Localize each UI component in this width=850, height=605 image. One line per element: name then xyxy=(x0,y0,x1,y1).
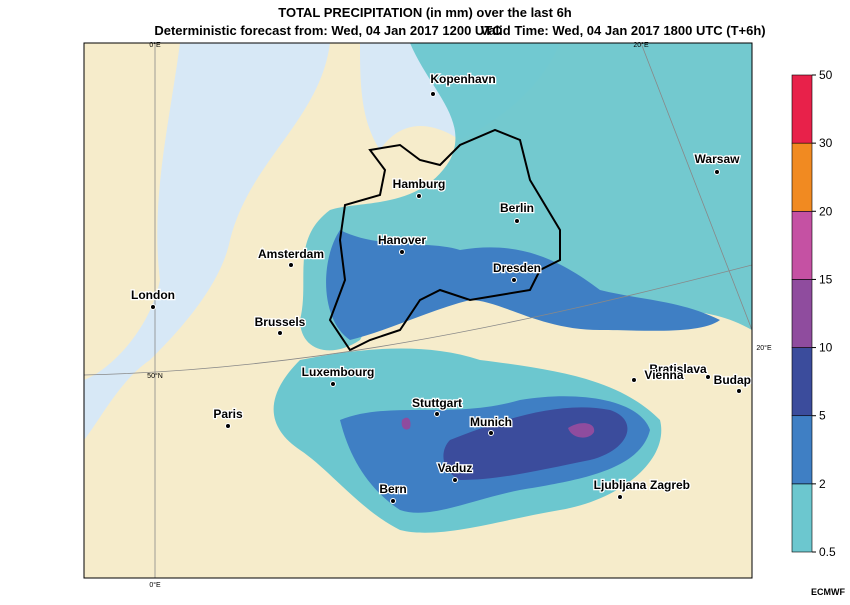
colorbar-tick-label: 10 xyxy=(819,341,833,355)
colorbar: 0.5 2 5 10 15 20 30 50 xyxy=(791,68,836,559)
city-dot xyxy=(514,218,520,224)
city-label: Berlin xyxy=(500,201,534,215)
city-label: Luxembourg xyxy=(302,365,375,379)
colorbar-tick-label: 15 xyxy=(819,272,833,286)
city-dot xyxy=(452,477,458,483)
colorbar-segment xyxy=(791,142,813,212)
graticule-label: 0°E xyxy=(149,41,161,49)
city-label: London xyxy=(131,288,175,302)
title: TOTAL PRECIPITATION (in mm) over the las… xyxy=(278,5,572,20)
city-label: Vienna xyxy=(644,368,683,382)
city-dot xyxy=(714,169,720,175)
city-label: Zagreb xyxy=(650,478,690,492)
colorbar-tick-label: 2 xyxy=(819,477,826,491)
city-label: Dresden xyxy=(493,261,541,275)
city-dot xyxy=(705,374,711,380)
precip-moderate xyxy=(326,230,720,340)
city-label: Budapest xyxy=(714,373,769,387)
city-label: Amsterdam xyxy=(258,247,324,261)
city-dot xyxy=(399,249,405,255)
city-label: Kopenhavn xyxy=(430,72,495,86)
britain xyxy=(84,43,180,380)
graticule-label: 20°E xyxy=(756,344,772,352)
city-label: Bern xyxy=(379,482,406,496)
city-label: Brussels xyxy=(255,315,306,329)
colorbar-tick-label: 5 xyxy=(819,409,826,423)
colorbar-segment xyxy=(791,347,813,417)
germany-border xyxy=(328,128,561,352)
city-dot xyxy=(288,262,294,268)
city-dot xyxy=(617,494,623,500)
city-dot xyxy=(150,304,156,310)
forecast-time: Deterministic forecast from: Wed, 04 Jan… xyxy=(154,23,502,38)
city-dot xyxy=(390,498,396,504)
city-label: Ljubljana xyxy=(594,478,647,492)
city-dot xyxy=(430,91,436,97)
city-label: Hanover xyxy=(378,233,426,247)
city-dot xyxy=(416,193,422,199)
city-dot xyxy=(736,388,742,394)
city-dot xyxy=(488,430,494,436)
city-dot xyxy=(330,381,336,387)
city-label: Warsaw xyxy=(695,152,741,166)
colorbar-segment xyxy=(791,74,813,144)
city-label: Hamburg xyxy=(393,177,446,191)
city-label: Paris xyxy=(213,407,243,421)
cities: Kopenhavn Hamburg Berlin Warsaw Hanover Amste… xyxy=(130,71,769,504)
valid-time: Valid Time: Wed, 04 Jan 2017 1800 UTC (T… xyxy=(480,23,765,38)
city-dot xyxy=(225,423,231,429)
map-frame xyxy=(83,42,753,579)
credit: ECMWF xyxy=(811,587,845,597)
colorbar-segment xyxy=(791,279,813,348)
city-label: Vaduz xyxy=(438,461,473,475)
city-label: Stuttgart xyxy=(412,396,462,410)
colorbar-tick-label: 30 xyxy=(819,136,833,150)
city-dot xyxy=(277,330,283,336)
graticule-line xyxy=(640,43,752,331)
graticule-line xyxy=(84,264,752,376)
graticule-label: 20°E xyxy=(633,41,649,49)
city-dot xyxy=(631,377,637,383)
graticule-labels: 0°E 20°E 50°N 20°E 0°E xyxy=(147,41,772,589)
graticule-label: 0°E xyxy=(149,581,161,589)
precip-very-heavy xyxy=(401,417,411,430)
city-label: Munich xyxy=(470,415,512,429)
city-dot xyxy=(434,411,440,417)
colorbar-tick-label: 20 xyxy=(819,204,833,218)
precip-very-heavy xyxy=(568,423,595,438)
city-dot xyxy=(511,277,517,283)
colorbar-tick-label: 50 xyxy=(819,68,833,82)
graticule-label: 50°N xyxy=(147,372,163,380)
colorbar-segment xyxy=(791,483,813,553)
colorbar-segment xyxy=(791,210,813,280)
colorbar-tick-label: 0.5 xyxy=(819,545,836,559)
colorbar-segment xyxy=(791,415,813,485)
map: Kopenhavn Hamburg Berlin Warsaw Hanover Amste… xyxy=(84,43,769,578)
city-label: Bratislava xyxy=(649,362,707,376)
